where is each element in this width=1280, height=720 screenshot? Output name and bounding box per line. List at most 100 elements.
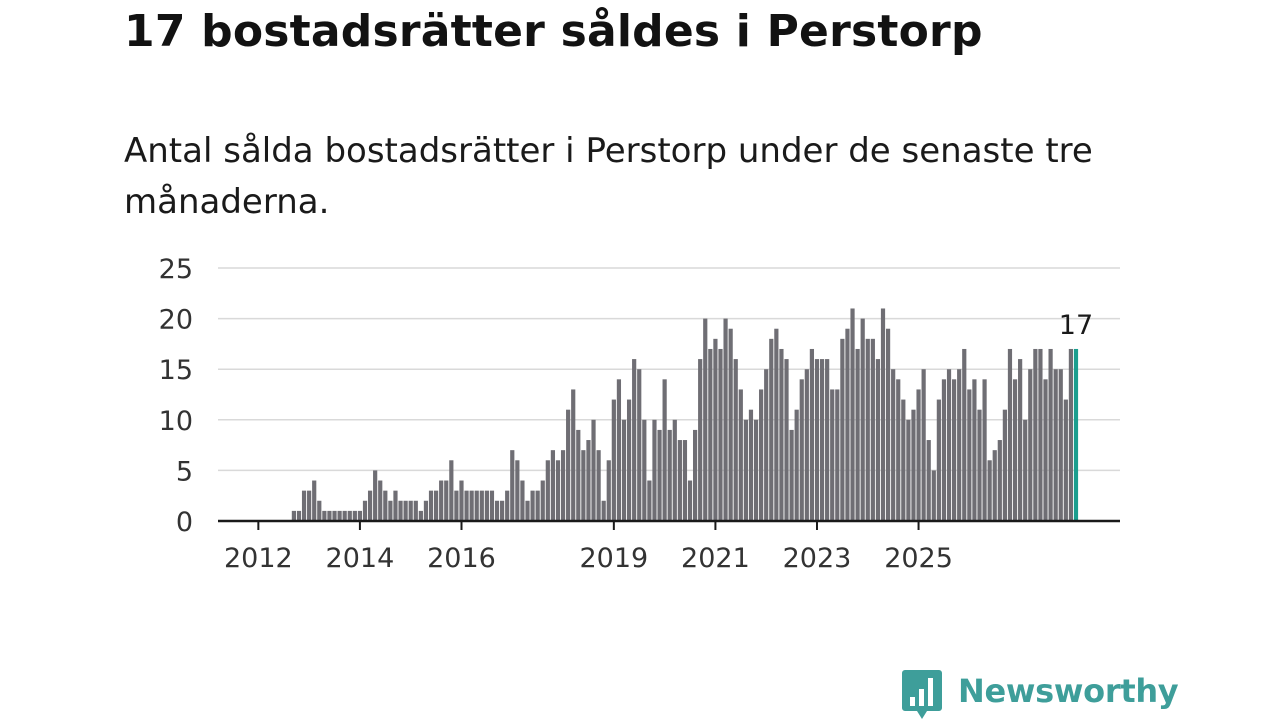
bar (479, 490, 484, 521)
bar (301, 490, 307, 521)
bar (1033, 348, 1038, 521)
bar (1063, 399, 1068, 521)
bar (535, 490, 540, 521)
bar (819, 359, 825, 521)
bar (550, 450, 556, 521)
bar (449, 460, 454, 521)
bar (896, 379, 901, 521)
bar (626, 399, 632, 521)
bar (1058, 369, 1063, 521)
bar (500, 500, 505, 521)
bar (525, 500, 530, 521)
bar (875, 359, 881, 521)
bar (571, 389, 576, 521)
x-tick-label: 2019 (579, 543, 648, 574)
bar (327, 510, 332, 521)
y-tick-label: 25 (159, 254, 193, 285)
bar (1018, 359, 1023, 521)
bar (901, 399, 906, 521)
bar (713, 338, 718, 521)
bar (611, 399, 616, 521)
bar (880, 308, 886, 521)
bar (759, 389, 764, 521)
bar (698, 359, 703, 521)
bar (398, 500, 403, 521)
bar (921, 369, 926, 521)
bar (342, 510, 347, 521)
bar (591, 419, 596, 521)
bar (307, 490, 312, 521)
bar (703, 318, 708, 521)
bar (383, 490, 388, 521)
bar (748, 409, 754, 521)
bar (682, 440, 688, 521)
y-tick-label: 20 (159, 305, 193, 336)
bar (489, 490, 495, 521)
bar (367, 490, 373, 521)
bar (906, 419, 911, 521)
bar (723, 318, 728, 521)
bar (378, 480, 383, 521)
bar (520, 480, 525, 521)
bar (510, 450, 515, 521)
bar (357, 510, 363, 521)
y-tick-label: 0 (176, 507, 193, 538)
bar (860, 318, 865, 521)
bar (586, 440, 591, 521)
bar (388, 500, 393, 521)
bar (576, 429, 581, 521)
bar (433, 490, 439, 521)
bar (865, 338, 870, 521)
bar (931, 470, 936, 521)
bar (581, 450, 586, 521)
bar (753, 419, 759, 521)
bar (672, 419, 677, 521)
bar (444, 480, 449, 521)
bar (764, 369, 769, 521)
bar (687, 480, 693, 521)
bar (1023, 419, 1028, 521)
bar (718, 348, 723, 521)
bar (840, 338, 845, 521)
bar (296, 510, 302, 521)
bar (408, 500, 413, 521)
bar (545, 460, 550, 521)
bar (464, 490, 469, 521)
bar (794, 409, 799, 521)
bar (418, 510, 423, 521)
bar (560, 450, 566, 521)
bar (540, 480, 545, 521)
bar (601, 500, 606, 521)
bar (799, 379, 804, 521)
bar (825, 359, 830, 521)
bar (774, 328, 779, 521)
bar (373, 470, 378, 521)
x-tick-label: 2023 (783, 543, 852, 574)
y-tick-label: 10 (159, 406, 193, 437)
bar (1048, 348, 1053, 521)
bar (1002, 409, 1007, 521)
bar (708, 348, 713, 521)
x-tick-label: 2016 (427, 543, 496, 574)
bar (317, 500, 322, 521)
bar (413, 500, 418, 521)
bar (469, 490, 474, 521)
bar (830, 389, 835, 521)
bar (1007, 348, 1013, 521)
bar (352, 510, 357, 521)
bar (657, 429, 662, 521)
bar (972, 379, 977, 521)
bar (642, 419, 647, 521)
bar (946, 369, 952, 521)
bar (606, 460, 611, 521)
bar-latest (1073, 348, 1079, 521)
bar (941, 379, 947, 521)
brand-name: Newsworthy (958, 672, 1179, 710)
newsworthy-logo-icon (902, 670, 942, 719)
bar (616, 379, 622, 521)
x-tick-label: 2014 (326, 543, 395, 574)
bar (347, 510, 352, 521)
bar (566, 409, 571, 521)
bar (967, 389, 972, 521)
data-label-latest: 17 (1059, 310, 1093, 341)
